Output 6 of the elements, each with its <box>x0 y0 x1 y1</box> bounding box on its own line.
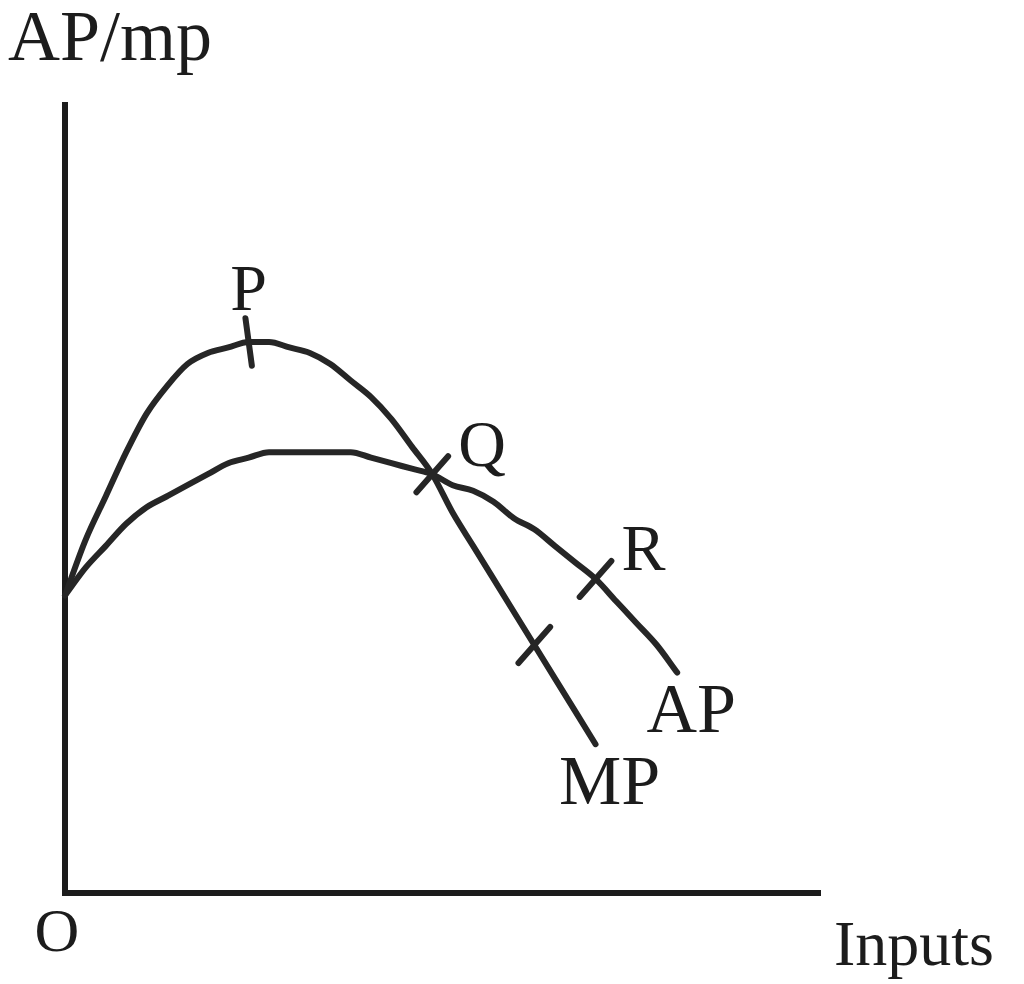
y-axis-title: AP/mp <box>8 0 213 76</box>
text: O <box>34 896 80 964</box>
x-axis-title: Inputs <box>834 908 994 979</box>
annotation: R <box>621 511 666 585</box>
annotation: Q <box>458 406 506 480</box>
text: P <box>230 250 268 324</box>
